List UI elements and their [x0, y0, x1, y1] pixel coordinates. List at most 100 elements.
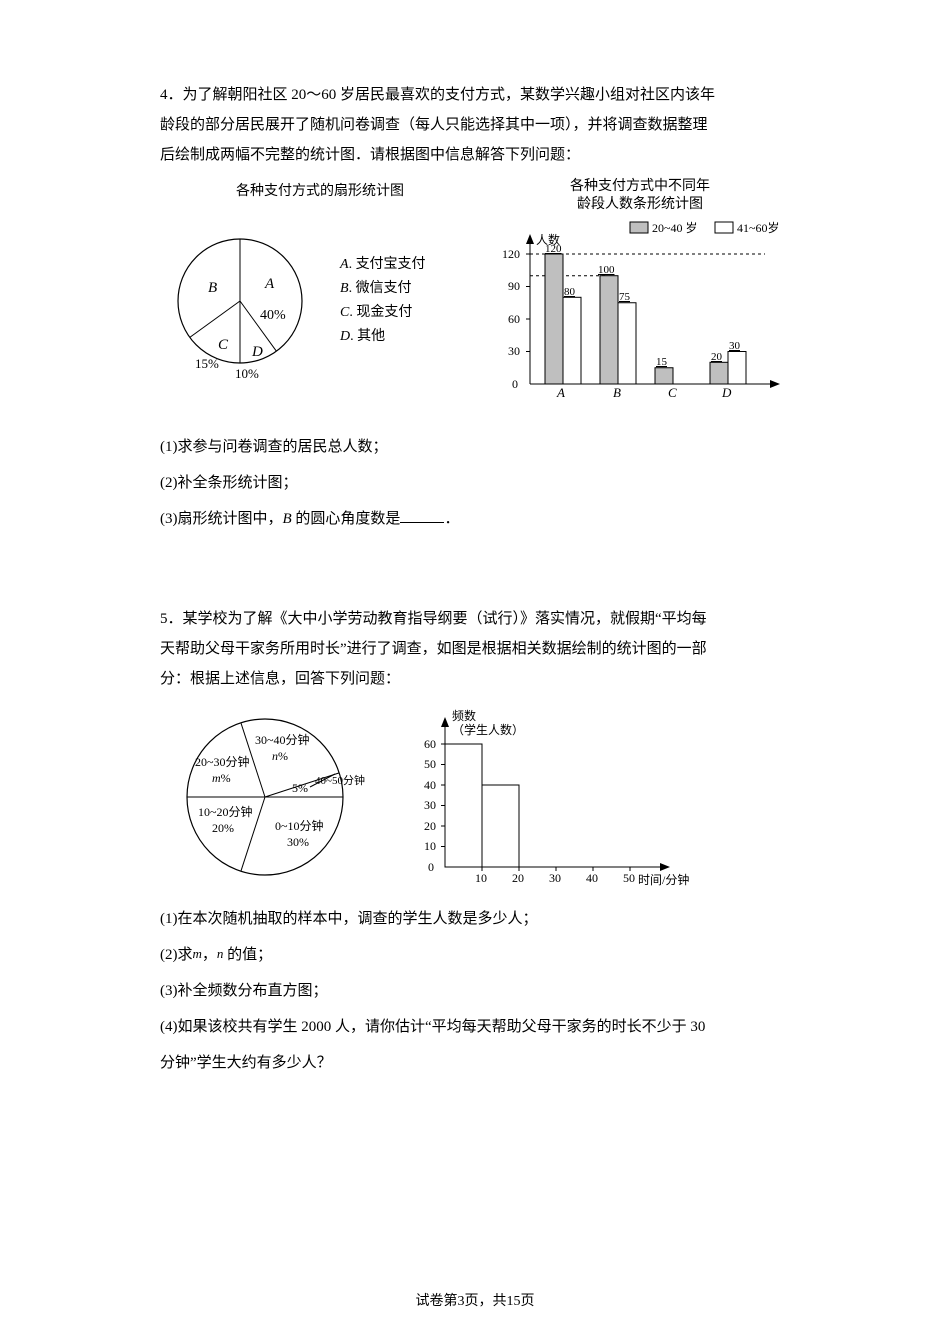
bar-d2 [728, 352, 746, 385]
q5-figures-row: 0~10分钟 30% 10~20分钟 20% 20~30分钟 m% 30~40分… [160, 702, 790, 892]
q4-stem-text1: 为了解朝阳社区 20～60 岁居民最喜欢的支付方式，某数学兴趣小组对社区内该年 [183, 87, 716, 103]
pie-pct-c: 15% [195, 356, 219, 371]
pie-label-c: C [218, 337, 229, 353]
lbl-d1: 20 [711, 351, 723, 363]
legend-l2: 41~60岁 [737, 220, 780, 235]
q4-sub3-d: ． [444, 511, 459, 527]
y-ticks: 0 30 60 90 120 [502, 247, 530, 391]
q5-sub4a: (4)如果该校共有学生 2000 人，请你估计“平均每天帮助父母干家务的时长不少… [160, 1012, 790, 1042]
q5-bar-10-20 [482, 785, 519, 867]
q5-stem-line3: 分：根据上述信息，回答下列问题： [160, 664, 790, 694]
q4-sub3-c: 的圆心角度数是 [292, 511, 401, 527]
footer-page: 3 [458, 1294, 465, 1309]
q4-stem-line1: 4．为了解朝阳社区 20～60 岁居民最喜欢的支付方式，某数学兴趣小组对社区内该… [160, 80, 790, 110]
q4-stem-line2: 龄段的部分居民展开了随机问卷调查（每人只能选择其中一项），并将调查数据整理 [160, 110, 790, 140]
footer-right: 页 [521, 1294, 535, 1309]
q5-sub4b: 分钟”学生大约有多少人？ [160, 1048, 790, 1078]
svg-text:20: 20 [512, 871, 524, 885]
q5-sub1: (1)在本次随机抽取的样本中，调查的学生人数是多少人； [160, 904, 790, 934]
q4-pie-block: 各种支付方式的扇形统计图 A 40% D 10% C 15% B [160, 178, 480, 396]
svg-text:40: 40 [586, 871, 598, 885]
pie-label-b: B [208, 280, 217, 296]
q4-legend: A. 支付宝支付 B. 微信支付 C. 现金支付 D. 其他 [340, 253, 426, 348]
xcat-a: A [556, 385, 565, 400]
q5-pie-chart: 0~10分钟 30% 10~20分钟 20% 20~30分钟 m% 30~40分… [160, 702, 380, 887]
svg-text:20~30分钟: 20~30分钟 [195, 754, 250, 769]
lbl-b1: 100 [598, 264, 615, 276]
q4-sub3: (3)扇形统计图中，B 的圆心角度数是 ． [160, 504, 790, 534]
svg-text:50: 50 [424, 757, 436, 771]
svg-text:30: 30 [508, 344, 520, 358]
q5-number: 5． [160, 611, 183, 627]
spacer [160, 534, 790, 604]
q5-sub3: (3)补全频数分布直方图； [160, 976, 790, 1006]
q4-blank [400, 507, 444, 523]
bar-a2 [563, 298, 581, 385]
svg-text:60: 60 [424, 737, 436, 751]
y-arrow-icon [526, 234, 534, 244]
q4-stem-line3: 后绘制成两幅不完整的统计图．请根据图中信息解答下列问题： [160, 140, 790, 170]
q4-sub3-b: B [283, 511, 292, 527]
legend-d: D. 其他 [340, 325, 426, 349]
svg-text:20: 20 [424, 819, 436, 833]
x-arrow-icon [770, 380, 780, 388]
xcat-c: C [668, 385, 677, 400]
svg-text:30%: 30% [287, 835, 309, 849]
xcat-d: D [721, 385, 732, 400]
q5-sub2: (2)求m，n 的值； [160, 940, 790, 970]
svg-text:0: 0 [428, 860, 434, 874]
q4-bar-block: 各种支付方式中不同年 龄段人数条形统计图 20~40 岁 41~60岁 人数 0… [490, 178, 790, 420]
legend-l1: 20~40 岁 [652, 220, 698, 235]
q4-figures-row: 各种支付方式的扇形统计图 A 40% D 10% C 15% B [160, 178, 790, 420]
q5-stem-line2: 天帮助父母干家务所用时长”进行了调查，如图是根据相关数据绘制的统计图的一部 [160, 634, 790, 664]
pie-pct-d: 10% [235, 366, 259, 381]
svg-text:120: 120 [502, 247, 520, 261]
legend-swatch-1 [630, 222, 648, 233]
q5-yarrow-icon [441, 717, 449, 727]
footer-left: 试卷第 [416, 1294, 458, 1309]
q5-stem-line1: 5．某学校为了解《大中小学劳动教育指导纲要（试行）》落实情况，就假期“平均每 [160, 604, 790, 634]
xcat-b: B [613, 385, 621, 400]
q5-sub2-m: m [193, 946, 202, 961]
pie-label-a: A [264, 276, 275, 292]
bar-b2 [618, 303, 636, 384]
q5-xlabel: 时间/分钟 [638, 872, 689, 887]
svg-text:n%: n% [272, 749, 288, 763]
bar-b1 [600, 276, 618, 384]
footer-mid: 页，共 [465, 1294, 507, 1309]
svg-text:m%: m% [212, 771, 231, 785]
bar-a1 [545, 254, 563, 384]
q5-histogram: 频数 （学生人数） 0 10 20 30 40 50 60 10 20 30 4… [390, 702, 690, 892]
lbl-a2: 80 [564, 286, 576, 298]
q5-ylabel1: 频数 [452, 708, 476, 723]
q4-bar-chart: 20~40 岁 41~60岁 人数 0 30 60 90 120 120 [490, 214, 790, 409]
q4-sub3-a: (3)扇形统计图中， [160, 511, 283, 527]
lbl-d2: 30 [729, 340, 741, 352]
q5-xtickmarks [482, 867, 630, 871]
pie-label-d: D [251, 344, 263, 360]
q4-bar-title-l1: 各种支付方式中不同年 [570, 179, 710, 194]
svg-text:60: 60 [508, 312, 520, 326]
svg-text:40: 40 [424, 778, 436, 792]
svg-text:30~40分钟: 30~40分钟 [255, 732, 310, 747]
svg-text:0: 0 [512, 377, 518, 391]
q5-yticks: 0 10 20 30 40 50 60 [424, 737, 445, 874]
q5-sub2-e: 的值； [223, 947, 272, 963]
q4-number: 4． [160, 87, 183, 103]
q4-sub2: (2)补全条形统计图； [160, 468, 790, 498]
bar-d1 [710, 363, 728, 385]
q5-ylabel2: （学生人数） [452, 722, 524, 737]
q5-sub2-a: (2)求 [160, 947, 193, 963]
q4-bar-title-l2: 龄段人数条形统计图 [577, 197, 703, 212]
q4-sub1: (1)求参与问卷调查的居民总人数； [160, 432, 790, 462]
q4-bar-title: 各种支付方式中不同年 龄段人数条形统计图 [490, 178, 790, 214]
page-footer: 试卷第3页，共15页 [0, 1288, 950, 1316]
legend-b: B. 微信支付 [340, 277, 426, 301]
footer-total: 15 [507, 1294, 521, 1309]
bar-c1 [655, 368, 673, 384]
q5-sub2-c: ， [202, 947, 217, 963]
svg-text:30: 30 [549, 871, 561, 885]
svg-text:10~20分钟: 10~20分钟 [198, 804, 253, 819]
q5-bar-0-10 [445, 744, 482, 867]
svg-text:30: 30 [424, 798, 436, 812]
